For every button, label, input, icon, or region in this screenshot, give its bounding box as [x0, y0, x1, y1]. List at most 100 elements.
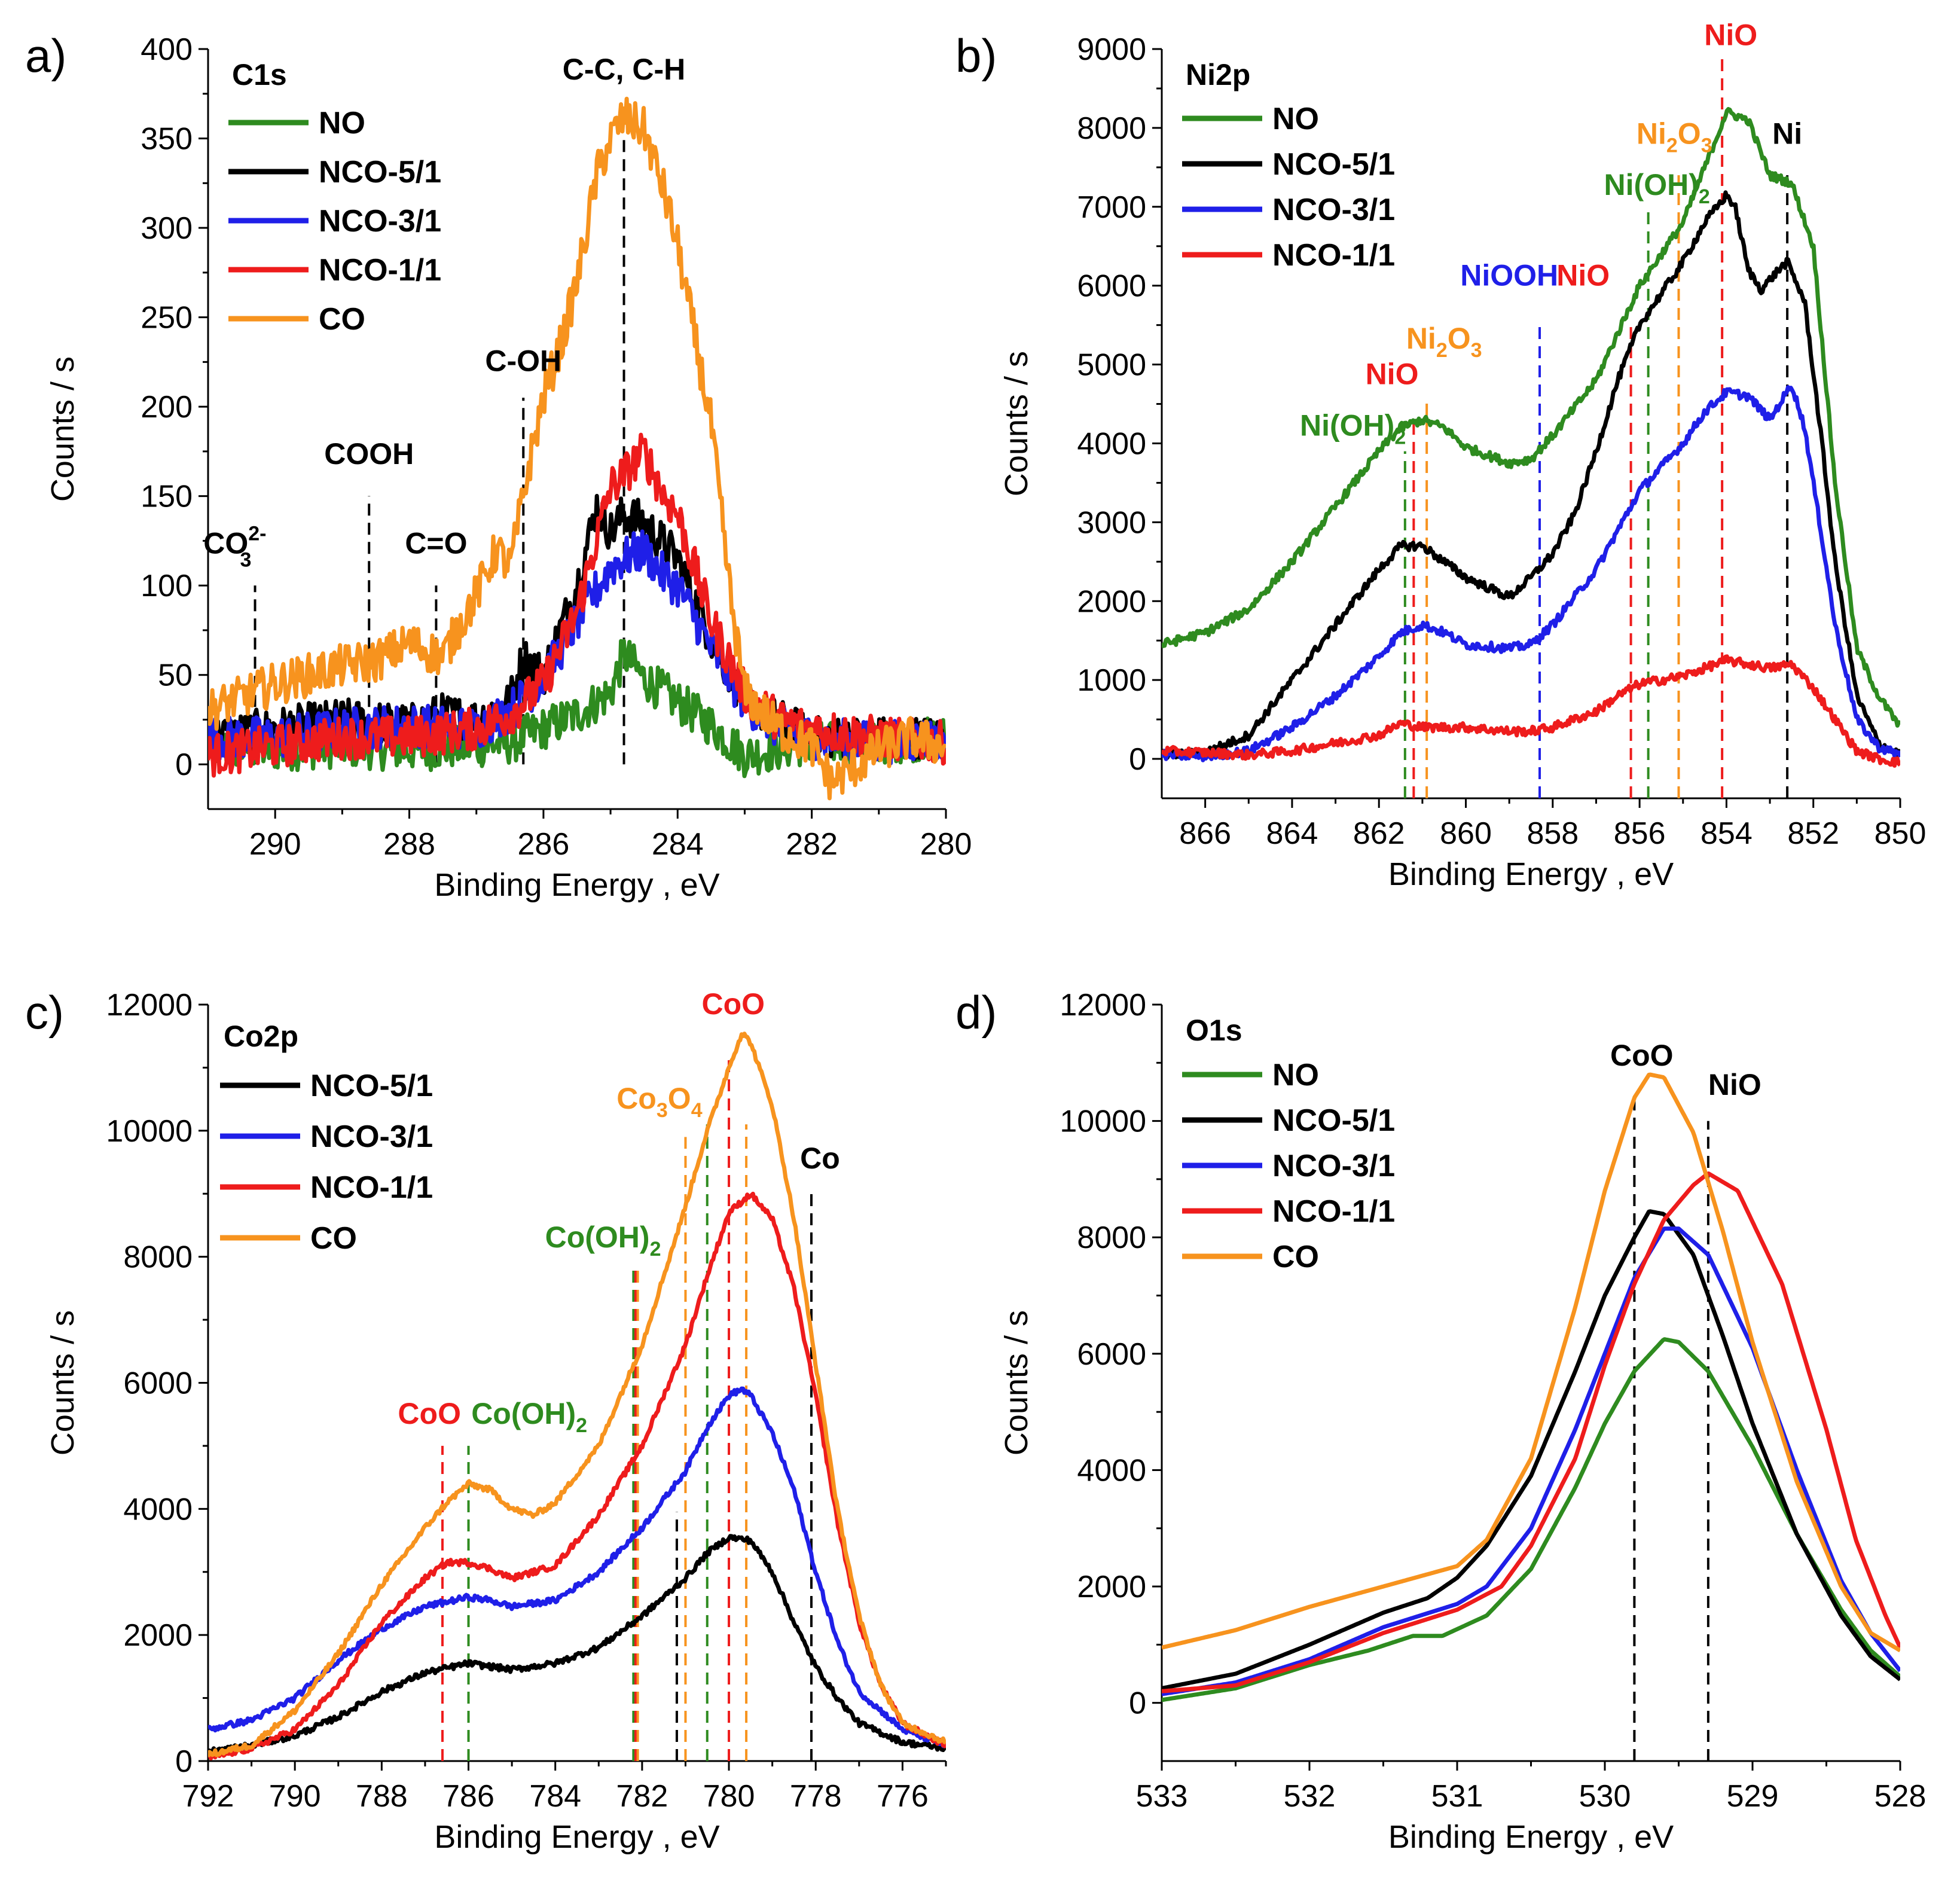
legend-label: NCO-3/1 — [310, 1119, 433, 1154]
legend-label: NCO-1/1 — [310, 1170, 433, 1205]
series-line-co — [1162, 1072, 1900, 1653]
series-group — [1162, 107, 1900, 768]
x-tick-label: 531 — [1431, 1779, 1483, 1814]
peak-label-text: Co — [616, 1082, 657, 1115]
peak-label-text: NiO — [1556, 259, 1610, 292]
series-line-no — [1162, 107, 1900, 728]
y-tick-label: 12000 — [106, 988, 193, 1023]
x-tick-label: 530 — [1579, 1779, 1631, 1814]
peak-label: NiO — [1556, 259, 1610, 292]
series-line-nco-5-1 — [1162, 1209, 1900, 1690]
peak-label-text2: O — [668, 1082, 691, 1115]
panel-d: d) 0 2000 4000 6000 8000 10000 12000 533 532 531 53… — [955, 986, 1926, 1855]
peak-label-text: CoO — [398, 1397, 461, 1430]
peak-label-text: Ni — [1637, 117, 1666, 150]
peak-label-sub: 2 — [1699, 185, 1710, 208]
x-axis-title: Binding Energy , eV — [434, 867, 719, 903]
x-tick-label: 792 — [182, 1779, 234, 1814]
peak-label-text: NiO — [1704, 18, 1757, 51]
y-tick-label: 4000 — [1077, 426, 1146, 461]
series-line-nco-1-1 — [208, 1191, 946, 1760]
y-axis-title: Counts / s — [999, 1310, 1034, 1455]
series-line-nco-5-1 — [1162, 190, 1900, 761]
y-tick-label: 0 — [175, 1744, 193, 1779]
peak-label-sub: 2 — [1666, 134, 1678, 157]
panel-b: b) 0 1000 2000 3000 4000 5000 6000 7000 8000 9000 8… — [955, 18, 1926, 892]
peak-label-text: NiOOH — [1460, 259, 1558, 292]
peak-label-text: C=O — [405, 526, 467, 560]
series-line-co — [208, 96, 946, 801]
x-tick-label: 288 — [383, 827, 435, 862]
series-line-no — [1162, 1337, 1900, 1702]
legend-label: NCO-3/1 — [1272, 193, 1395, 227]
y-tick-label: 12000 — [1060, 988, 1146, 1023]
legend: NO NCO-5/1 NCO-3/1 NCO-1/1 CO — [1182, 1058, 1395, 1274]
x-tick-label: 529 — [1727, 1779, 1779, 1814]
legend-label: NO — [319, 106, 365, 141]
x-tick-label: 866 — [1179, 816, 1231, 851]
peak-label-sub2: 3 — [1701, 134, 1712, 157]
panel-letter: c) — [25, 986, 64, 1039]
peak-label-text: Ni(OH) — [1604, 168, 1699, 202]
y-tick-label: 7000 — [1077, 190, 1146, 225]
y-tick-label: 9000 — [1077, 32, 1146, 67]
peak-label-text: Ni — [1772, 117, 1802, 150]
legend-label: NCO-3/1 — [1272, 1149, 1395, 1183]
panel-title: O1s — [1186, 1014, 1242, 1047]
x-tick-label: 784 — [529, 1779, 581, 1814]
x-tick-label: 782 — [616, 1779, 668, 1814]
legend-label: NCO-1/1 — [319, 253, 441, 288]
y-tick-label: 0 — [1129, 742, 1146, 777]
x-axis-title: Binding Energy , eV — [1388, 1819, 1674, 1855]
peak-label: NiO — [1366, 358, 1419, 391]
y-tick-label: 50 — [158, 658, 193, 693]
peak-label-text: C-OH — [485, 344, 561, 377]
peak-label-text: C-C, C-H — [563, 53, 686, 86]
panel-letter: a) — [25, 29, 66, 82]
x-tick-label: 852 — [1787, 816, 1839, 851]
x-tick-label: 780 — [703, 1779, 755, 1814]
peak-label-text: CoO — [702, 987, 765, 1021]
peak-label-sub: 3 — [240, 548, 251, 571]
series-group — [208, 96, 946, 801]
legend-label: NCO-5/1 — [319, 155, 441, 190]
peak-label: CoO — [398, 1397, 461, 1430]
peak-label: C-OH — [485, 344, 561, 377]
peak-label: CoO — [1610, 1039, 1674, 1072]
y-tick-label: 8000 — [123, 1240, 193, 1275]
peak-label-text2: O — [1678, 117, 1701, 150]
y-tick-label: 0 — [175, 747, 193, 782]
peak-label: Ni(OH)2 — [1300, 408, 1406, 448]
x-axis-title: Binding Energy , eV — [434, 1819, 719, 1855]
y-axis-title: Counts / s — [999, 351, 1034, 496]
y-tick-label: 150 — [141, 480, 193, 514]
y-tick-label: 4000 — [123, 1492, 193, 1527]
peak-label-sub: 2 — [1436, 339, 1448, 362]
x-tick-label: 790 — [269, 1779, 321, 1814]
y-tick-label: 2000 — [1077, 584, 1146, 619]
x-tick-label: 532 — [1284, 1779, 1336, 1814]
peak-label: Co3O4 — [616, 1082, 702, 1122]
panel-letter: b) — [955, 29, 997, 82]
x-tick-label: 788 — [356, 1779, 408, 1814]
peak-label-text: NiO — [1708, 1068, 1761, 1101]
y-tick-label: 100 — [141, 569, 193, 603]
x-tick-label: 282 — [786, 827, 838, 862]
x-tick-label: 864 — [1266, 816, 1318, 851]
x-tick-label: 533 — [1136, 1779, 1188, 1814]
peak-label: C-C, C-H — [563, 53, 686, 86]
legend-label: NCO-1/1 — [1272, 238, 1395, 273]
y-tick-label: 10000 — [106, 1114, 193, 1149]
peak-label-sub2: 4 — [691, 1099, 703, 1122]
peak-label-text2: O — [1448, 322, 1471, 355]
y-tick-label: 10000 — [1060, 1104, 1146, 1139]
y-tick-label: 5000 — [1077, 348, 1146, 383]
y-tick-label: 250 — [141, 301, 193, 335]
y-tick-label: 8000 — [1077, 111, 1146, 146]
peak-label-sup: 2- — [248, 522, 266, 545]
peak-label: Ni2O3 — [1406, 322, 1482, 362]
y-tick-label: 400 — [141, 32, 193, 67]
peak-label: NiOOH — [1460, 259, 1558, 292]
series-line-nco-5-1 — [208, 1534, 946, 1756]
